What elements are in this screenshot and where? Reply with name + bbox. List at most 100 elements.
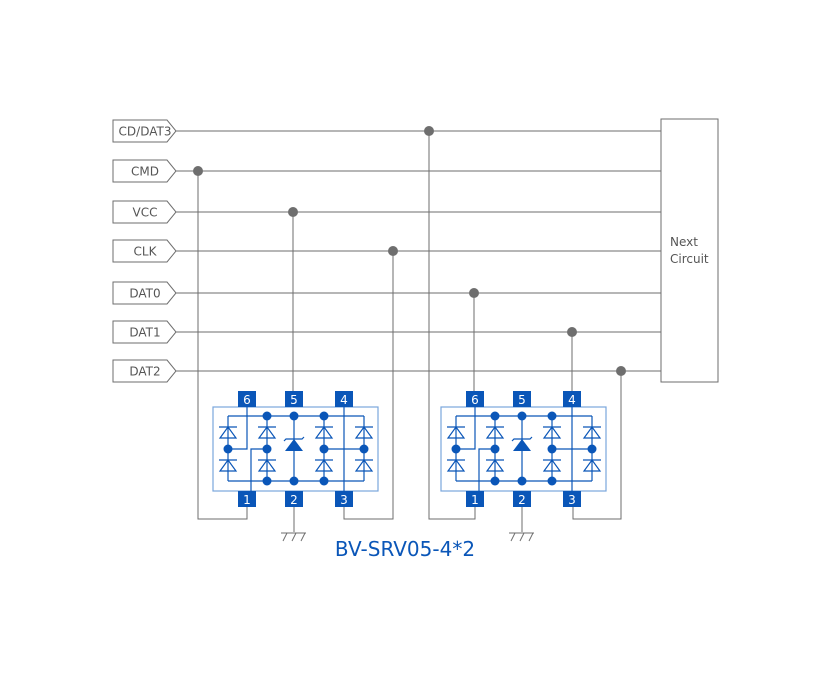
chip-pin	[563, 391, 581, 407]
tvs-diode-icon	[582, 458, 602, 472]
chip-pin	[238, 391, 256, 407]
tvs-diode-icon	[218, 425, 238, 439]
chip-node-dot	[262, 411, 272, 421]
pin-number: 2	[518, 493, 526, 507]
chip-pin	[285, 491, 303, 507]
chip-node-dot	[319, 444, 329, 454]
tvs-diode-icon	[485, 425, 505, 439]
part-label: BV-SRV05-4*2	[335, 537, 475, 561]
chip-pin	[335, 391, 353, 407]
cmd-wire	[197, 171, 248, 520]
dat2-wire	[572, 371, 622, 520]
pin-number: 1	[471, 493, 479, 507]
pin-number: 3	[340, 493, 348, 507]
chip-node-dot	[289, 476, 299, 486]
signal-label: CLK	[134, 245, 158, 259]
chip-trace	[478, 448, 495, 491]
chip-node-dot	[587, 444, 597, 454]
chip-pin	[563, 491, 581, 507]
chip-node-dot	[490, 444, 500, 454]
tvs-chip: 6 5 4 1 2 3	[440, 391, 607, 507]
chip-trace	[283, 436, 305, 442]
next-circuit-label: Next	[670, 235, 698, 249]
ground-icon	[300, 532, 306, 542]
signal-label: VCC	[133, 206, 158, 220]
chip-node-dot	[517, 411, 527, 421]
chip-node-dot	[547, 411, 557, 421]
chip-pin	[466, 391, 484, 407]
junction-dot	[567, 327, 577, 337]
signal-label: DAT0	[129, 287, 160, 301]
tvs-diode-icon	[354, 458, 374, 472]
chip-node-dot	[262, 476, 272, 486]
junction-dot	[616, 366, 626, 376]
junction-dot	[469, 288, 479, 298]
ground-icon	[282, 532, 288, 542]
signal-port	[112, 281, 177, 305]
junction-dot	[424, 126, 434, 136]
tvs-diode-icon	[218, 458, 238, 472]
chip-pin	[285, 391, 303, 407]
chip-trace	[324, 448, 345, 491]
chip-node-dot	[359, 444, 369, 454]
junction-dot	[388, 246, 398, 256]
pin-number: 4	[340, 393, 348, 407]
chip-trace	[250, 448, 267, 491]
ground-icon	[510, 532, 516, 542]
signal-label: CD/DAT3	[119, 125, 172, 139]
zener-diode-icon	[513, 439, 531, 451]
signal-label: CMD	[131, 165, 159, 179]
chip-trace	[228, 407, 248, 450]
tvs-diode-icon	[257, 425, 277, 439]
tvs-diode-icon	[542, 458, 562, 472]
chip-pin	[466, 491, 484, 507]
signal-port	[112, 119, 177, 143]
junction-dot	[288, 207, 298, 217]
junction-dot	[193, 166, 203, 176]
chip-trace	[511, 436, 533, 442]
pin-number: 6	[471, 393, 479, 407]
tvs-diode-icon	[446, 458, 466, 472]
zener-diode-icon	[285, 439, 303, 451]
chip-node-dot	[289, 411, 299, 421]
next-circuit-box	[660, 118, 719, 383]
chip-node-dot	[547, 444, 557, 454]
chip-trace	[552, 448, 573, 491]
chip-pin	[513, 491, 531, 507]
ground-icon	[519, 532, 525, 542]
signal-port	[112, 159, 177, 183]
ground-icon	[291, 532, 297, 542]
chip-pin	[238, 491, 256, 507]
pin-number: 5	[518, 393, 526, 407]
tvs-diode-icon	[446, 425, 466, 439]
pin-number: 6	[243, 393, 251, 407]
signal-label: DAT2	[129, 365, 160, 379]
chip-node-dot	[223, 444, 233, 454]
chip-node-dot	[490, 411, 500, 421]
chip-pin	[513, 391, 531, 407]
tvs-diode-icon	[314, 425, 334, 439]
signal-label: DAT1	[129, 326, 160, 340]
chip-node-dot	[547, 476, 557, 486]
chip-pin	[335, 491, 353, 507]
tvs-diode-icon	[582, 425, 602, 439]
tvs-diode-icon	[485, 458, 505, 472]
chip-node-dot	[319, 411, 329, 421]
pin-number: 4	[568, 393, 576, 407]
chip-node-dot	[517, 476, 527, 486]
pin-number: 3	[568, 493, 576, 507]
cd-dat3-wire	[428, 131, 476, 520]
signal-port	[112, 320, 177, 344]
clk-wire	[343, 251, 394, 520]
tvs-diode-icon	[542, 425, 562, 439]
ground-icon	[528, 532, 534, 542]
chip-node-dot	[262, 444, 272, 454]
chip-node-dot	[319, 476, 329, 486]
pin-number: 1	[243, 493, 251, 507]
signal-port	[112, 200, 177, 224]
chip-node-dot	[490, 476, 500, 486]
signal-port	[112, 239, 177, 263]
chip-node-dot	[451, 444, 461, 454]
chip-trace	[456, 407, 476, 450]
